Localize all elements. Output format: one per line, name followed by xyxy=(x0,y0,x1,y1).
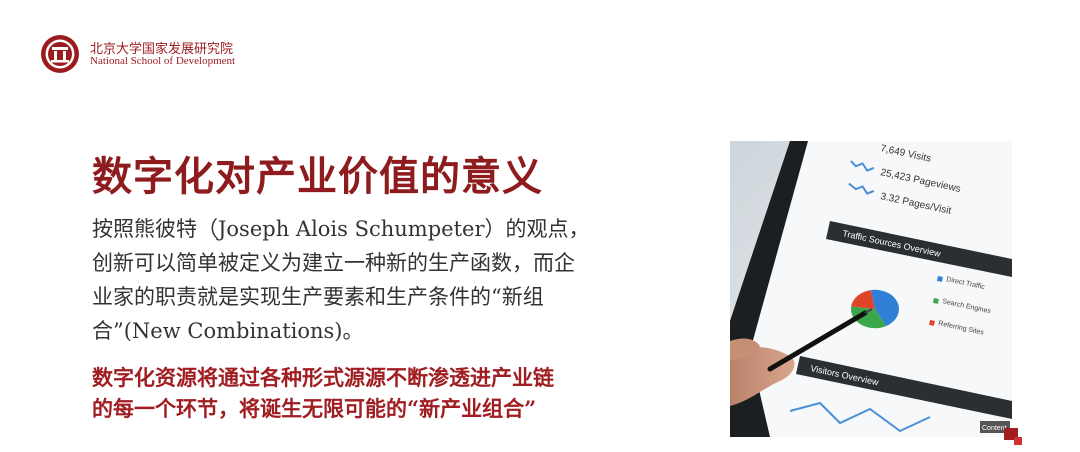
highlight-line: 的每一个环节，将诞生无限可能的“新产业组合” xyxy=(92,396,537,421)
highlight-line: 数字化资源将通过各种形式源源不断渗透进产业链 xyxy=(92,365,554,390)
body-line: 合”(New Combinations)。 xyxy=(92,319,364,343)
content-button xyxy=(980,421,1010,433)
org-name-en: National School of Development xyxy=(90,55,236,67)
traffic-pie xyxy=(851,289,899,329)
body-paragraph: 按照熊彼特（Joseph Alois Schumpeter）的观点， 创新可以简… xyxy=(92,212,692,348)
org-name-cn: 北京大学国家发展研究院 xyxy=(90,42,234,57)
content-button-label: Content xyxy=(982,425,1007,432)
body-line: 创新可以简单被定义为建立一种新的生产函数，而企 xyxy=(92,251,575,275)
pie-slice xyxy=(851,306,887,329)
highlight-statement: 数字化资源将通过各种形式源源不断渗透进产业链 的每一个环节，将诞生无限可能的“新… xyxy=(92,362,692,424)
tablet-illustration: 7,649 Visits 25,423 Pageviews 3.32 Pages… xyxy=(730,141,1012,437)
body-line: 按照熊彼特（Joseph Alois Schumpeter）的观点， xyxy=(92,217,590,241)
body-line: 业家的职责就是实现生产要素和生产条件的“新组 xyxy=(92,285,544,309)
pku-logo-icon xyxy=(41,35,79,73)
corner-decoration xyxy=(1014,437,1022,445)
pie-slice xyxy=(870,289,899,326)
pie-slice xyxy=(851,290,875,309)
tablet-analytics-photo: 7,649 Visits 25,423 Pageviews 3.32 Pages… xyxy=(730,141,1012,437)
page-title: 数字化对产业价值的意义 xyxy=(92,153,543,200)
